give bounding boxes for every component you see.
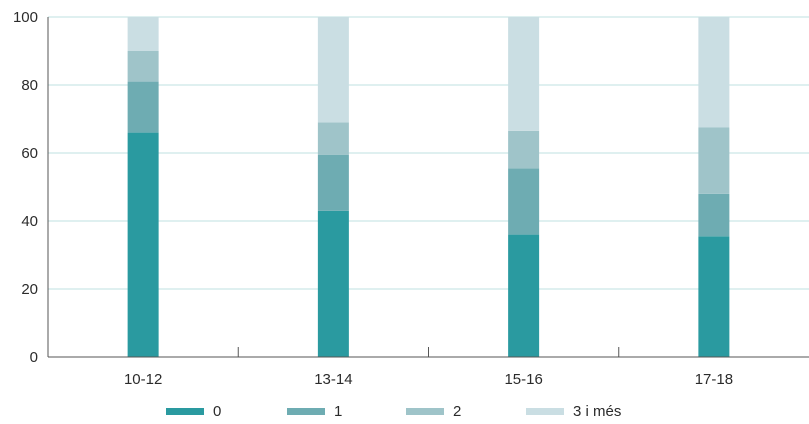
x-tick-label: 17-18 (695, 371, 733, 388)
bar-segment (508, 168, 540, 235)
y-tick-label: 80 (21, 77, 38, 94)
legend-swatch (287, 408, 325, 415)
bar-segment (698, 193, 730, 237)
bar-segment (127, 81, 159, 133)
bar-segment (508, 234, 540, 357)
bar-segment (317, 17, 349, 123)
bar-segment (698, 17, 730, 128)
x-tick-label: 13-14 (314, 371, 352, 388)
bar-segment (508, 17, 540, 131)
gridlines (48, 16, 809, 290)
bars (127, 17, 730, 357)
legend-swatch (526, 408, 564, 415)
x-axis (47, 17, 809, 358)
legend: 0 1 2 3 i més (166, 403, 621, 420)
legend-label: 0 (213, 403, 221, 420)
y-tick-label: 100 (13, 9, 38, 26)
legend-label: 2 (453, 403, 461, 420)
x-tick-label: 10-12 (124, 371, 162, 388)
y-tick-label: 40 (21, 213, 38, 230)
legend-swatch (406, 408, 444, 415)
bar-segment (317, 210, 349, 357)
bar-segment (317, 154, 349, 211)
bar-segment (127, 17, 159, 51)
y-tick-label: 0 (30, 349, 38, 366)
bar-segment (698, 236, 730, 357)
x-axis-ticks: 10-12 13-14 15-16 17-18 (124, 371, 733, 388)
bar-segment (508, 130, 540, 169)
legend-label: 1 (334, 403, 342, 420)
y-tick-label: 20 (21, 281, 38, 298)
legend-label: 3 i més (573, 403, 621, 420)
legend-swatch (166, 408, 204, 415)
bar-segment (127, 51, 159, 82)
y-axis-ticks: 0 20 40 60 80 100 (13, 9, 38, 366)
bar-segment (317, 122, 349, 155)
bar-segment (698, 127, 730, 194)
y-tick-label: 60 (21, 145, 38, 162)
bar-segment (127, 132, 159, 357)
x-tick-label: 15-16 (504, 371, 542, 388)
